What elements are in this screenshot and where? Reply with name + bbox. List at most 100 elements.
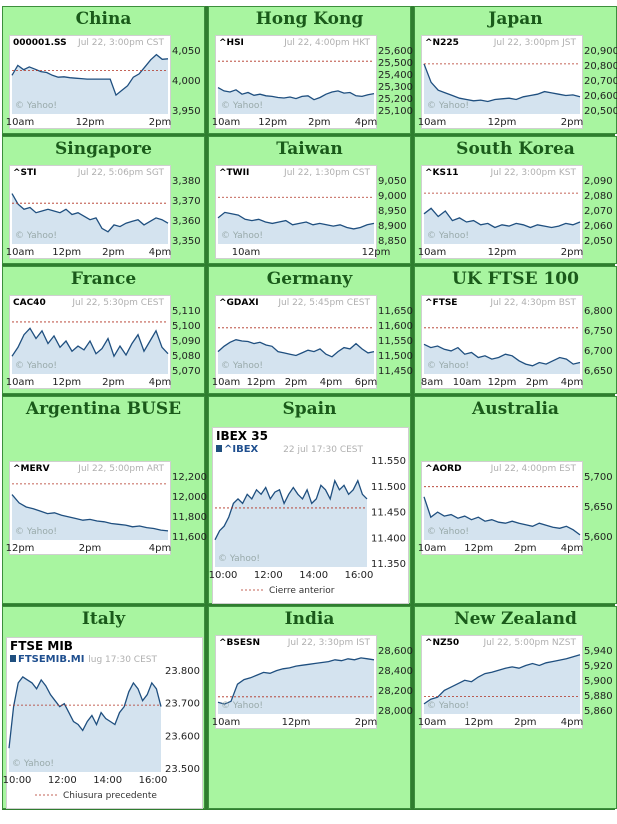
- chart-panel[interactable]: ^KS11 Jul 22, 3:00pm KST © Yahoo! 2,090 2,08…: [418, 165, 613, 259]
- timestamp-label: Jul 22, 1:30pm CST: [283, 168, 370, 178]
- timestamp-label: 22 jul 17:30 CEST: [283, 445, 363, 455]
- chart-panel[interactable]: ^NZ50 Jul 22, 5:00pm NZST © Yahoo! 5,940 5,9…: [418, 635, 613, 729]
- series-swatch: [10, 655, 16, 662]
- market-cell: UK FTSE 100 ^FTSE Jul 22, 4:30pm BST © Yaho…: [414, 266, 617, 394]
- x-tick-label: 4pm: [149, 247, 171, 258]
- line-chart: ^AORD Jul 22, 4:00pm EST © Yahoo! 5,700 5,65…: [418, 464, 613, 554]
- y-tick-label: 11,800: [172, 512, 207, 523]
- chart-panel[interactable]: CAC40 Jul 22, 5:30pm CEST © Yahoo! 5,110 5,1…: [6, 295, 201, 389]
- series-line: [11, 494, 169, 532]
- series-line: [423, 207, 581, 229]
- y-tick-label: 23.800: [165, 666, 200, 677]
- y-tick-label: 3,370: [172, 196, 201, 207]
- chart-panel[interactable]: ^GDAXI Jul 22, 5:45pm CEST © Yahoo! 11,650 1…: [212, 295, 413, 389]
- x-tick-label: 2pm: [514, 717, 536, 728]
- yahoo-watermark: © Yahoo!: [221, 361, 263, 371]
- market-cell: Singapore ^STI Jul 22, 5:06pm SGT © Yahoo! 3…: [2, 136, 205, 264]
- x-tick-label: 12pm: [76, 117, 105, 128]
- chart-panel[interactable]: 000001.SS Jul 22, 3:00pm CST © Yahoo! 4,050…: [6, 35, 201, 129]
- y-tick-label: 28,600: [378, 646, 413, 657]
- y-tick-label: 3,380: [172, 176, 201, 187]
- chart-panel[interactable]: ^HSI Jul 22, 4:00pm HKT © Yahoo! 25,600 25,5…: [212, 35, 413, 129]
- chart-panel[interactable]: ^FTSE Jul 22, 4:30pm BST © Yahoo! 6,800 6,75…: [421, 295, 613, 389]
- series-line: [217, 211, 375, 230]
- y-tick-label: 11.500: [371, 482, 406, 493]
- yahoo-watermark: © Yahoo!: [427, 701, 469, 711]
- market-title: New Zealand: [454, 609, 577, 629]
- market-cell: South Korea ^KS11 Jul 22, 3:00pm KST © Yaho…: [414, 136, 617, 264]
- yahoo-watermark: © Yahoo!: [221, 231, 263, 241]
- market-cell: India ^BSESN Jul 22, 3:30pm IST © Yahoo! 28,…: [208, 606, 413, 809]
- x-tick-label: 12pm: [258, 117, 287, 128]
- yahoo-watermark: © Yahoo!: [15, 101, 57, 111]
- series-area: [218, 212, 374, 244]
- x-tick-label: 4pm: [355, 117, 377, 128]
- yahoo-watermark: © Yahoo!: [15, 231, 57, 241]
- x-tick-label: 2pm: [149, 117, 171, 128]
- symbol-label: FTSEMIB.MI: [18, 654, 84, 665]
- market-title: South Korea: [456, 139, 575, 159]
- series-area: [12, 193, 168, 244]
- market-cell: Australia ^AORD Jul 22, 4:00pm EST © Yahoo!…: [414, 396, 617, 604]
- x-tick-label: 12pm: [464, 717, 493, 728]
- line-chart: ^TWII Jul 22, 1:30pm CST © Yahoo! 9,050 9,00…: [217, 168, 407, 258]
- y-tick-label: 5,860: [584, 706, 613, 717]
- y-tick-label: 3,360: [172, 216, 201, 227]
- series-swatch: [216, 445, 222, 452]
- y-tick-label: 11.350: [371, 559, 406, 570]
- chart-panel[interactable]: ^BSESN Jul 22, 3:30pm IST © Yahoo! 28,600 28…: [212, 635, 413, 729]
- y-tick-label: 5,600: [584, 532, 613, 543]
- symbol-label: ^AORD: [425, 464, 462, 474]
- chart-panel[interactable]: ^AORD Jul 22, 4:00pm EST © Yahoo! 5,700 5,65…: [418, 461, 613, 555]
- series-line: [11, 193, 169, 233]
- x-tick-label: 10am: [418, 717, 447, 728]
- y-tick-label: 11,450: [378, 366, 413, 377]
- line-chart: IBEX 35^IBEX 22 jul 17:30 CEST © Yahoo! 11.…: [209, 429, 406, 596]
- timestamp-label: Jul 22, 5:30pm CEST: [71, 298, 164, 308]
- timestamp-label: Jul 22, 4:00pm EST: [490, 464, 577, 474]
- series-area: [424, 344, 580, 374]
- y-tick-label: 5,090: [172, 336, 201, 347]
- chart-panel[interactable]: ^TWII Jul 22, 1:30pm CST © Yahoo! 9,050 9,00…: [215, 165, 407, 259]
- y-tick-label: 11.450: [371, 508, 406, 519]
- y-tick-label: 5,920: [584, 661, 613, 672]
- y-tick-label: 11,650: [378, 306, 413, 317]
- chart-panel[interactable]: IBEX 35 ^IBEX 22 jul 17:30 CEST © Yahoo! 11.…: [209, 427, 409, 604]
- series-area: [218, 87, 374, 114]
- x-tick-label: 10am: [6, 377, 35, 388]
- x-tick-label: 12:00: [48, 775, 77, 786]
- chart-panel[interactable]: ^N225 Jul 22, 3:00pm JST © Yahoo! 20,900 20,…: [418, 35, 617, 129]
- x-tick-label: 12pm: [362, 247, 391, 258]
- y-tick-label: 2,090: [584, 176, 613, 187]
- yahoo-watermark: © Yahoo!: [218, 554, 260, 564]
- y-tick-label: 23.500: [165, 764, 200, 775]
- timestamp-label: Jul 22, 5:06pm SGT: [77, 168, 165, 178]
- market-cell: Argentina BUSE ^MERV Jul 22, 5:00pm ART © Y…: [2, 396, 207, 604]
- line-chart: ^KS11 Jul 22, 3:00pm KST © Yahoo! 2,090 2,08…: [418, 168, 613, 258]
- index-header: FTSE MIB: [10, 639, 73, 653]
- y-tick-label: 11,500: [378, 351, 413, 362]
- market-title: Argentina BUSE: [25, 399, 182, 419]
- x-tick-label: 12pm: [464, 543, 493, 554]
- x-tick-label: 4pm: [149, 377, 171, 388]
- market-title: Germany: [266, 269, 353, 289]
- x-tick-label: 12:00: [254, 570, 283, 581]
- x-tick-label: 10am: [418, 117, 447, 128]
- legend-label: Chiusura precedente: [63, 791, 157, 801]
- x-tick-label: 16:00: [345, 570, 374, 581]
- market-cell: Japan ^N225 Jul 22, 3:00pm JST © Yahoo! 20,9…: [414, 6, 617, 134]
- series-line: [11, 327, 169, 358]
- y-tick-label: 5,110: [172, 306, 201, 317]
- chart-panel[interactable]: FTSE MIB FTSEMIB.MI lug 17:30 CEST © Yahoo!…: [3, 637, 203, 809]
- symbol-label: ^TWII: [219, 168, 249, 178]
- x-tick-label: 10:00: [3, 775, 32, 786]
- chart-panel[interactable]: ^STI Jul 22, 5:06pm SGT © Yahoo! 3,380 3,370…: [6, 165, 201, 259]
- series-area: [424, 496, 580, 540]
- chart-panel[interactable]: ^MERV Jul 22, 5:00pm ART © Yahoo! 12,200 12,…: [6, 461, 207, 555]
- x-tick-label: 2pm: [561, 247, 583, 258]
- line-chart: ^HSI Jul 22, 4:00pm HKT © Yahoo! 25,60025,5…: [212, 38, 413, 128]
- timestamp-label: Jul 22, 4:30pm BST: [489, 298, 576, 308]
- y-tick-label: 4,000: [172, 76, 201, 87]
- timestamp-label: Jul 22, 5:45pm CEST: [277, 298, 370, 308]
